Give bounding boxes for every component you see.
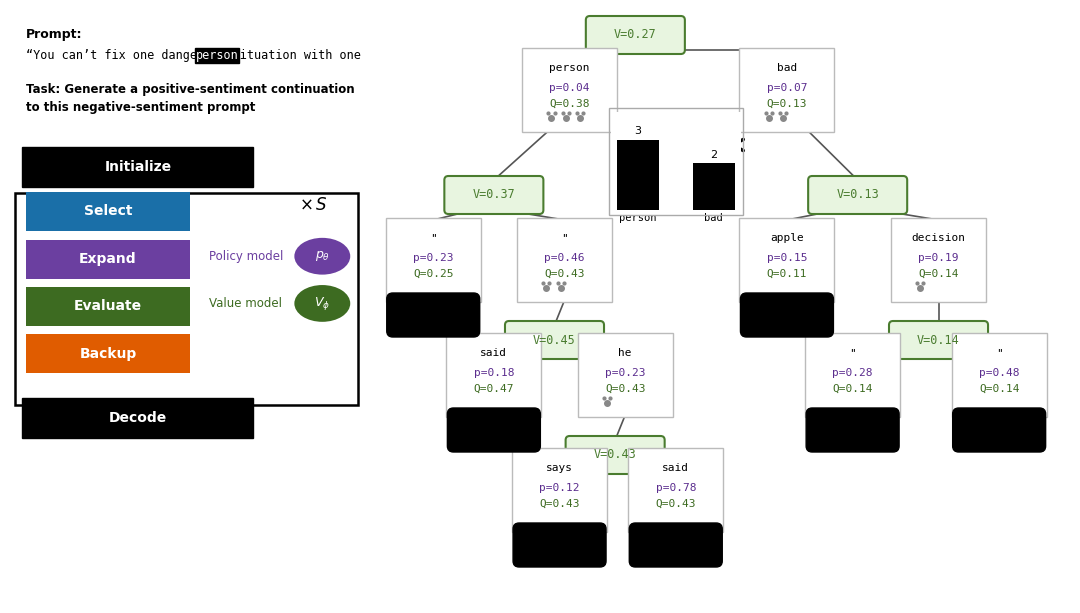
FancyBboxPatch shape (585, 16, 685, 54)
FancyBboxPatch shape (513, 523, 606, 567)
FancyBboxPatch shape (891, 218, 986, 302)
Text: ": " (562, 233, 568, 243)
FancyBboxPatch shape (26, 240, 190, 279)
Text: “You can’t fix one dangerous situation with one: “You can’t fix one dangerous situation w… (26, 49, 361, 62)
Text: V=0.43: V=0.43 (594, 449, 636, 462)
Text: Q=0.43: Q=0.43 (539, 499, 580, 509)
Bar (693, 163, 734, 210)
Text: $p_\theta$: $p_\theta$ (314, 249, 329, 263)
Text: Q=0.47: Q=0.47 (474, 384, 514, 394)
FancyBboxPatch shape (808, 176, 907, 214)
FancyBboxPatch shape (517, 218, 612, 302)
FancyBboxPatch shape (953, 408, 1045, 452)
Text: Initialize: Initialize (105, 160, 172, 173)
Text: p=0.78: p=0.78 (656, 483, 696, 493)
FancyBboxPatch shape (446, 333, 541, 417)
Text: said: said (662, 463, 689, 473)
FancyBboxPatch shape (740, 48, 835, 132)
Text: said: said (481, 348, 508, 358)
Text: p=0.19: p=0.19 (918, 253, 959, 263)
Text: p=0.48: p=0.48 (978, 368, 1020, 378)
Text: p=0.12: p=0.12 (539, 483, 580, 493)
Text: Task: Generate a positive-sentiment continuation
to this negative-sentiment prom: Task: Generate a positive-sentiment cont… (26, 83, 354, 114)
Text: $\times\,S$: $\times\,S$ (299, 196, 327, 215)
FancyBboxPatch shape (26, 192, 190, 231)
Text: apple: apple (770, 233, 804, 243)
Text: Q=0.38: Q=0.38 (550, 99, 590, 109)
FancyBboxPatch shape (23, 147, 254, 187)
Text: p=0.23: p=0.23 (413, 253, 454, 263)
Text: Q=0.14: Q=0.14 (918, 269, 959, 279)
Text: V=0.37: V=0.37 (472, 189, 515, 202)
Text: Select: Select (84, 205, 133, 218)
Text: ": " (430, 233, 436, 243)
Text: he: he (619, 348, 632, 358)
Text: person: person (550, 63, 590, 73)
Text: Q=0.25: Q=0.25 (413, 269, 454, 279)
FancyBboxPatch shape (578, 333, 673, 417)
Text: Prompt:: Prompt: (26, 28, 82, 40)
FancyBboxPatch shape (522, 48, 617, 132)
Text: ": " (996, 348, 1002, 358)
Text: p=0.23: p=0.23 (605, 368, 646, 378)
Text: $V_\phi$: $V_\phi$ (314, 295, 330, 312)
Text: p=0.28: p=0.28 (833, 368, 873, 378)
Text: p=0.15: p=0.15 (767, 253, 807, 263)
Text: Q=0.13: Q=0.13 (767, 99, 807, 109)
FancyBboxPatch shape (26, 334, 190, 373)
Bar (617, 140, 659, 210)
FancyBboxPatch shape (741, 293, 834, 337)
FancyBboxPatch shape (566, 436, 664, 474)
Text: 2: 2 (711, 150, 717, 160)
Text: V=0.45: V=0.45 (534, 333, 576, 346)
Text: Q=0.14: Q=0.14 (978, 384, 1020, 394)
FancyBboxPatch shape (26, 287, 190, 326)
Ellipse shape (295, 238, 350, 275)
FancyBboxPatch shape (806, 408, 900, 452)
FancyBboxPatch shape (444, 176, 543, 214)
Text: says: says (546, 463, 573, 473)
Text: V=0.14: V=0.14 (917, 333, 960, 346)
Text: Q=0.11: Q=0.11 (767, 269, 807, 279)
Text: bad: bad (777, 63, 797, 73)
FancyBboxPatch shape (387, 293, 480, 337)
Text: decision: decision (912, 233, 966, 243)
Text: 3: 3 (634, 126, 642, 137)
Text: p=0.07: p=0.07 (767, 83, 807, 93)
Ellipse shape (295, 285, 350, 322)
FancyBboxPatch shape (23, 398, 254, 438)
Text: Q=0.43: Q=0.43 (656, 499, 696, 509)
FancyBboxPatch shape (630, 523, 723, 567)
FancyBboxPatch shape (740, 218, 835, 302)
Text: Expand: Expand (79, 253, 137, 266)
Text: Value model: Value model (208, 297, 282, 310)
Text: Evaluate: Evaluate (75, 300, 143, 313)
Text: ": " (849, 348, 856, 358)
FancyBboxPatch shape (447, 408, 540, 452)
Text: Q=0.14: Q=0.14 (833, 384, 873, 394)
FancyBboxPatch shape (889, 321, 988, 359)
FancyBboxPatch shape (951, 333, 1047, 417)
Text: Backup: Backup (80, 347, 137, 360)
Text: Q=0.43: Q=0.43 (605, 384, 646, 394)
Text: p=0.04: p=0.04 (550, 83, 590, 93)
FancyBboxPatch shape (15, 193, 357, 405)
Text: person: person (195, 49, 239, 62)
Text: Policy model: Policy model (208, 249, 283, 263)
Text: Decode: Decode (109, 411, 167, 425)
FancyBboxPatch shape (629, 448, 724, 532)
Text: p=0.18: p=0.18 (474, 368, 514, 378)
FancyBboxPatch shape (805, 333, 900, 417)
Text: Q=0.43: Q=0.43 (544, 269, 585, 279)
Text: V=0.13: V=0.13 (836, 189, 879, 202)
Text: V=0.27: V=0.27 (613, 28, 657, 42)
Text: p=0.46: p=0.46 (544, 253, 585, 263)
FancyBboxPatch shape (386, 218, 481, 302)
FancyBboxPatch shape (505, 321, 604, 359)
FancyBboxPatch shape (512, 448, 607, 532)
